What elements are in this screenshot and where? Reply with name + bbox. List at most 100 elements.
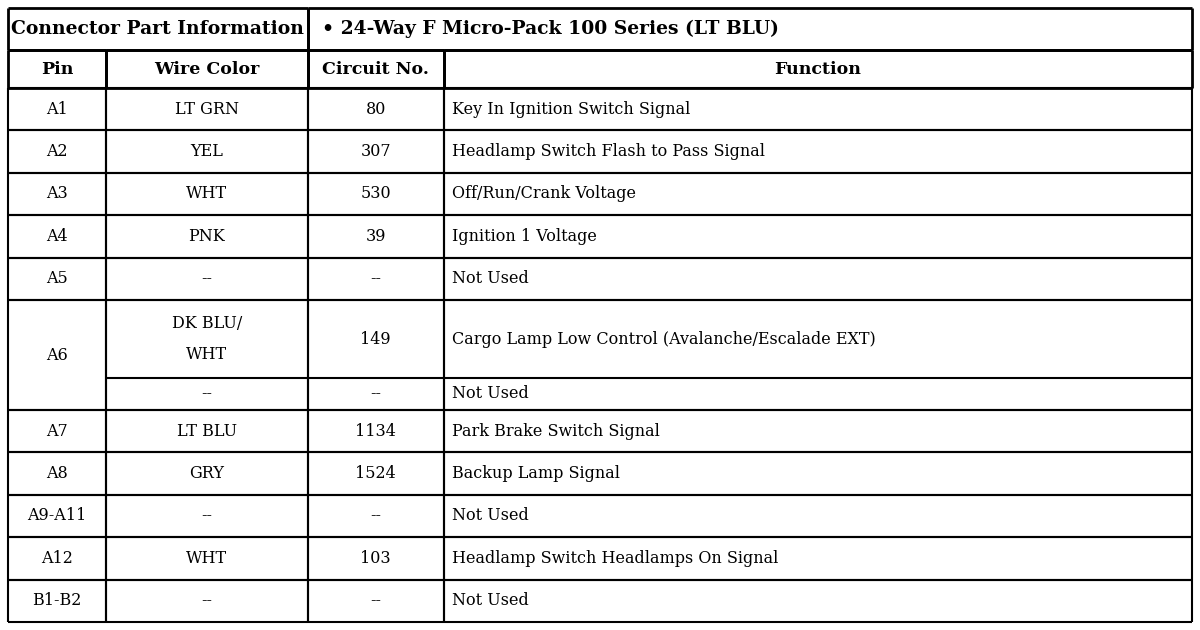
Text: A2: A2 <box>47 143 68 160</box>
Bar <box>444 378 1192 410</box>
Bar <box>307 378 444 410</box>
Bar <box>307 215 444 258</box>
Bar <box>8 215 107 258</box>
Text: • 24-Way F Micro-Pack 100 Series (LT BLU): • 24-Way F Micro-Pack 100 Series (LT BLU… <box>322 20 779 38</box>
Text: 530: 530 <box>360 185 391 202</box>
Bar <box>107 258 307 300</box>
Bar <box>107 378 307 410</box>
Text: Backup Lamp Signal: Backup Lamp Signal <box>451 465 619 482</box>
Text: DK BLU/: DK BLU/ <box>172 315 242 332</box>
Bar <box>307 88 444 130</box>
Bar <box>307 580 444 622</box>
Bar <box>107 537 307 580</box>
Text: Ignition 1 Voltage: Ignition 1 Voltage <box>451 228 596 245</box>
Text: Wire Color: Wire Color <box>155 60 259 77</box>
Text: Not Used: Not Used <box>451 592 528 609</box>
Bar <box>107 300 307 378</box>
Bar <box>307 50 444 88</box>
Text: 1524: 1524 <box>355 465 396 482</box>
Bar <box>444 410 1192 452</box>
Bar <box>107 50 307 88</box>
Text: PNK: PNK <box>188 228 226 245</box>
Text: 1134: 1134 <box>355 423 396 440</box>
Bar <box>8 410 107 452</box>
Text: A5: A5 <box>47 270 68 287</box>
Text: --: -- <box>202 592 212 609</box>
Bar <box>307 8 1192 50</box>
Bar <box>8 452 107 495</box>
Text: Park Brake Switch Signal: Park Brake Switch Signal <box>451 423 660 440</box>
Bar <box>444 258 1192 300</box>
Bar <box>8 173 107 215</box>
Bar <box>307 173 444 215</box>
Bar <box>8 495 107 537</box>
Text: WHT: WHT <box>186 185 228 202</box>
Bar <box>8 537 107 580</box>
Text: 80: 80 <box>366 101 386 118</box>
Text: 39: 39 <box>365 228 386 245</box>
Text: --: -- <box>202 270 212 287</box>
Text: --: -- <box>370 592 382 609</box>
Bar <box>444 50 1192 88</box>
Text: Circuit No.: Circuit No. <box>322 60 430 77</box>
Text: 307: 307 <box>360 143 391 160</box>
Text: A1: A1 <box>47 101 68 118</box>
Bar <box>307 495 444 537</box>
Text: WHT: WHT <box>186 346 228 363</box>
Bar <box>444 130 1192 173</box>
Bar <box>8 580 107 622</box>
Bar <box>444 88 1192 130</box>
Text: B1-B2: B1-B2 <box>32 592 82 609</box>
Text: A8: A8 <box>47 465 68 482</box>
Bar <box>107 452 307 495</box>
Text: YEL: YEL <box>191 143 223 160</box>
Text: A7: A7 <box>47 423 68 440</box>
Text: A12: A12 <box>41 550 73 567</box>
Bar <box>444 300 1192 378</box>
Text: Not Used: Not Used <box>451 386 528 403</box>
Bar <box>307 410 444 452</box>
Bar <box>107 410 307 452</box>
Text: Not Used: Not Used <box>451 508 528 525</box>
Bar <box>107 130 307 173</box>
Text: Function: Function <box>774 60 862 77</box>
Bar <box>8 300 107 410</box>
Bar <box>8 258 107 300</box>
Text: LT GRN: LT GRN <box>175 101 239 118</box>
Bar <box>307 258 444 300</box>
Text: --: -- <box>370 508 382 525</box>
Bar <box>8 8 307 50</box>
Bar <box>444 495 1192 537</box>
Bar <box>444 452 1192 495</box>
Text: --: -- <box>202 386 212 403</box>
Text: Headlamp Switch Flash to Pass Signal: Headlamp Switch Flash to Pass Signal <box>451 143 764 160</box>
Bar <box>307 537 444 580</box>
Text: Cargo Lamp Low Control (Avalanche/Escalade EXT): Cargo Lamp Low Control (Avalanche/Escala… <box>451 331 876 348</box>
Text: Headlamp Switch Headlamps On Signal: Headlamp Switch Headlamps On Signal <box>451 550 778 567</box>
Text: A4: A4 <box>47 228 68 245</box>
Bar <box>307 300 444 378</box>
Text: Pin: Pin <box>41 60 73 77</box>
Bar <box>107 495 307 537</box>
Text: Off/Run/Crank Voltage: Off/Run/Crank Voltage <box>451 185 636 202</box>
Text: A9-A11: A9-A11 <box>28 508 86 525</box>
Bar <box>8 130 107 173</box>
Bar <box>107 88 307 130</box>
Bar <box>8 50 107 88</box>
Text: Connector Part Information: Connector Part Information <box>11 20 305 38</box>
Text: A3: A3 <box>47 185 68 202</box>
Text: LT BLU: LT BLU <box>176 423 236 440</box>
Text: A6: A6 <box>47 346 68 364</box>
Bar <box>444 173 1192 215</box>
Bar <box>307 452 444 495</box>
Bar <box>107 580 307 622</box>
Text: WHT: WHT <box>186 550 228 567</box>
Bar <box>444 537 1192 580</box>
Bar <box>444 215 1192 258</box>
Text: Not Used: Not Used <box>451 270 528 287</box>
Text: GRY: GRY <box>190 465 224 482</box>
Text: 103: 103 <box>360 550 391 567</box>
Text: 149: 149 <box>360 331 391 348</box>
Text: --: -- <box>370 386 382 403</box>
Bar <box>444 580 1192 622</box>
